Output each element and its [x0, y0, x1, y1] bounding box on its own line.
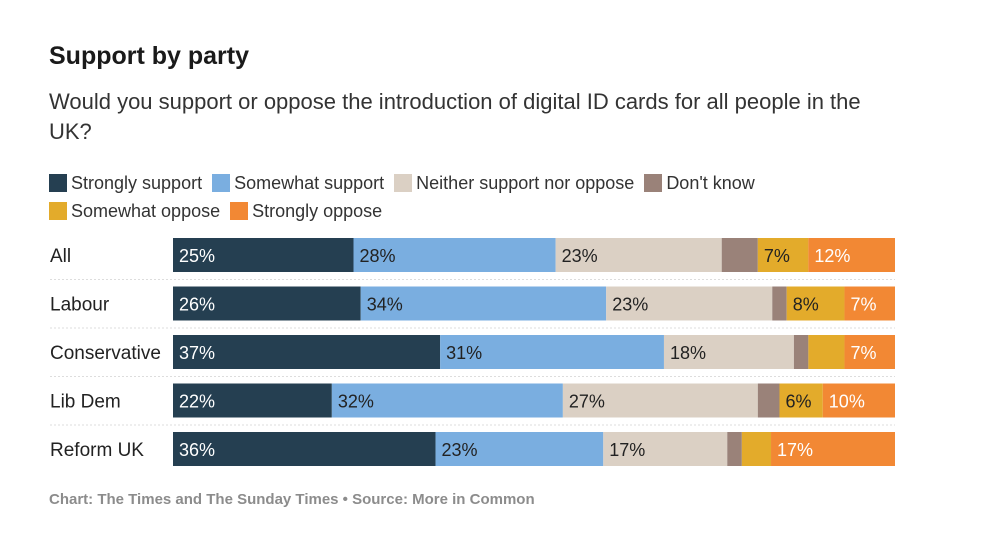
data-label: 36%	[179, 440, 215, 460]
data-label: 7%	[850, 295, 876, 315]
bar-segment	[844, 286, 895, 321]
bar-segment	[741, 432, 772, 466]
bar-segment	[331, 383, 563, 418]
legend-row-2: Somewhat oppose Strongly oppose	[49, 197, 949, 225]
bar-segment	[779, 383, 823, 418]
category-label: Lib Dem	[50, 392, 121, 413]
data-label: 10%	[829, 392, 865, 412]
bar-segment	[757, 383, 780, 418]
data-label: 7%	[850, 343, 876, 363]
data-label: 17%	[777, 440, 813, 460]
bar-segment	[757, 238, 809, 272]
data-label: 6%	[785, 392, 811, 412]
legend-swatch	[212, 174, 231, 192]
legend-label: Strongly oppose	[252, 200, 383, 221]
data-label: 7%	[764, 246, 790, 266]
bar-segment	[822, 383, 895, 418]
legend-label: Somewhat support	[234, 172, 385, 193]
bar-segment	[360, 286, 607, 321]
bar-segment	[173, 383, 332, 418]
data-label: 12%	[814, 246, 850, 266]
legend-label: Strongly support	[71, 172, 203, 193]
bar-segment	[603, 432, 728, 466]
bar-segment	[727, 432, 742, 466]
category-label: Conservative	[50, 343, 161, 364]
data-label: 26%	[179, 295, 215, 315]
bar-segment	[435, 432, 604, 466]
data-label: 17%	[609, 440, 645, 460]
legend-swatch	[49, 202, 67, 220]
legend-label: Neither support nor oppose	[416, 172, 635, 193]
bar-segment	[808, 335, 845, 369]
data-label: 23%	[612, 295, 648, 315]
chart-subtitle: Would you support or oppose the introduc…	[49, 89, 861, 144]
legend-item-neither: Neither support nor oppose	[394, 173, 634, 194]
data-label: 27%	[569, 392, 605, 412]
legend-label: Don't know	[666, 172, 755, 193]
bar-segment	[808, 238, 895, 272]
category-label: All	[50, 246, 71, 267]
bar-segment	[173, 238, 354, 272]
legend-swatch	[49, 174, 67, 192]
legend-item-somewhat-support: Somewhat support	[212, 173, 384, 194]
data-label: 34%	[367, 295, 403, 315]
bar-segment	[786, 286, 845, 321]
bar-segment	[173, 286, 361, 321]
data-label: 8%	[793, 295, 819, 315]
data-label: 18%	[670, 343, 706, 363]
data-label: 37%	[179, 343, 215, 363]
bar-segment	[173, 335, 441, 369]
data-label: 23%	[562, 246, 598, 266]
legend-swatch	[230, 202, 249, 220]
legend: Strongly support Somewhat support Neithe…	[49, 169, 949, 225]
data-label: 22%	[179, 392, 215, 412]
stacked-bar-chart: All 25% 28% 23% 7% 12% Labour 26% 34% 23% 8% 7% Cons…	[50, 238, 895, 466]
data-label: 28%	[360, 246, 396, 266]
bar-segment	[793, 335, 809, 369]
bar-segment	[562, 383, 758, 418]
legend-item-somewhat-oppose: Somewhat oppose	[49, 201, 220, 222]
bar-segment	[353, 238, 556, 272]
data-label: 31%	[446, 343, 482, 363]
bar-segment	[772, 286, 787, 321]
chart-title: Support by party	[49, 42, 250, 70]
legend-swatch	[394, 174, 413, 192]
bar-segment	[721, 238, 758, 272]
legend-item-dont-know: Don't know	[644, 172, 755, 194]
bar-segment	[606, 286, 773, 321]
bar-segment	[440, 335, 664, 369]
chart-source-footer: Chart: The Times and The Sunday Times • …	[49, 491, 535, 508]
bar-segment	[555, 238, 722, 272]
category-label: Labour	[50, 295, 110, 316]
legend-row-1: Strongly support Somewhat support Neithe…	[49, 169, 949, 197]
bar-segment	[771, 432, 895, 466]
legend-swatch	[644, 174, 663, 192]
category-label: Reform UK	[50, 440, 144, 461]
bar-segment	[173, 432, 436, 466]
data-label: 23%	[442, 440, 478, 460]
legend-item-strongly-oppose: Strongly oppose	[230, 201, 382, 222]
legend-item-strongly-support: Strongly support	[49, 173, 202, 194]
bar-segment	[663, 335, 794, 369]
data-label: 32%	[338, 392, 374, 412]
data-label: 25%	[179, 246, 215, 266]
bar-segment	[844, 335, 895, 369]
legend-label: Somewhat oppose	[71, 200, 221, 221]
